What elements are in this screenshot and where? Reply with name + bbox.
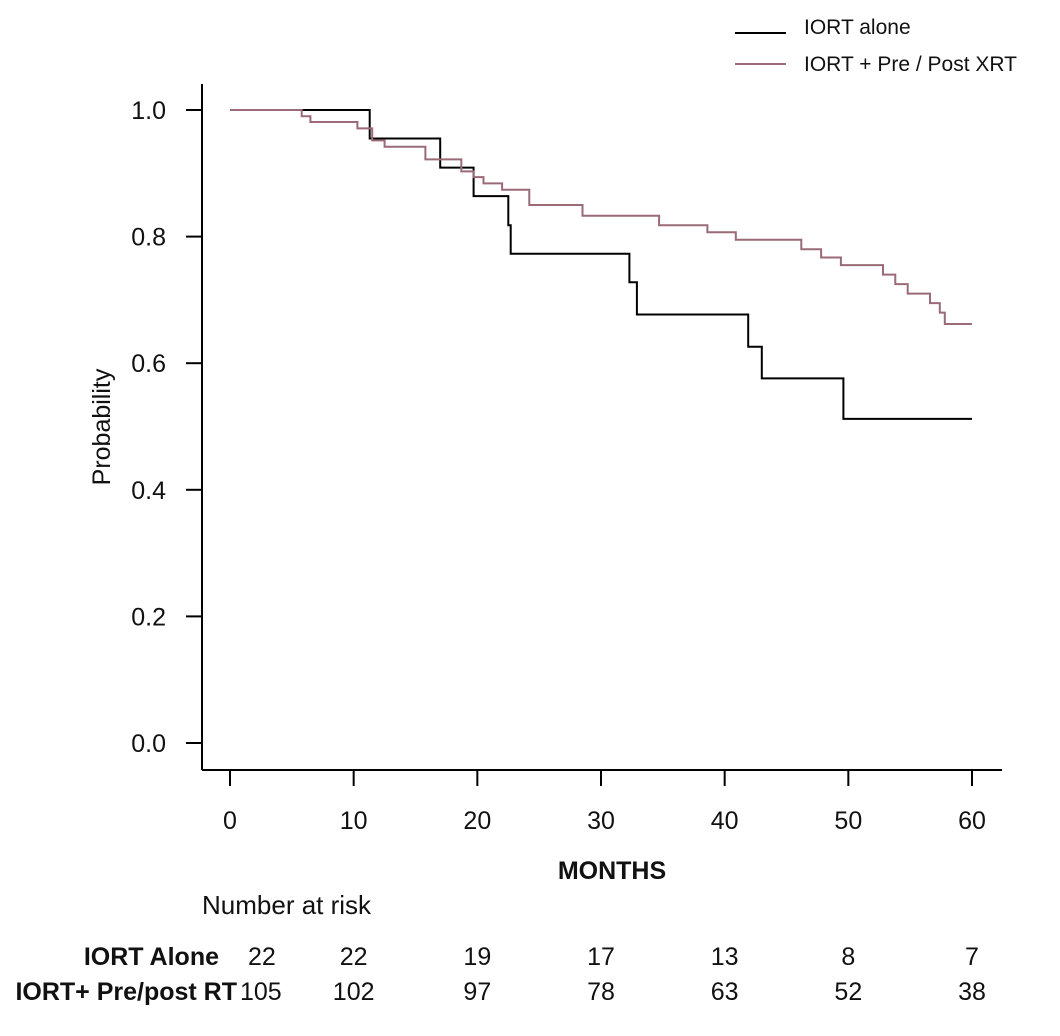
y-tick-label: 0.6 — [131, 350, 166, 378]
risk-value: 7 — [965, 943, 979, 971]
x-tick-label: 10 — [340, 807, 368, 835]
risk-table: Number at risk IORT Alone IORT+ Pre/post… — [15, 890, 985, 1006]
risk-value: 22 — [248, 943, 276, 971]
risk-value: 8 — [841, 943, 855, 971]
series-layer — [230, 109, 972, 420]
risk-value: 13 — [711, 943, 739, 971]
y-tick-label: 1.0 — [131, 97, 166, 125]
risk-value: 102 — [333, 978, 375, 1006]
x-axis-title: MONTHS — [558, 857, 666, 885]
risk-value: 78 — [587, 978, 615, 1006]
risk-row-label-iort-pre-post: IORT+ Pre/post RT — [15, 978, 237, 1006]
x-axis-ticks: 0 10 20 30 40 50 60 — [223, 770, 986, 835]
y-tick-label: 0.0 — [131, 730, 166, 758]
y-tick-label: 0.2 — [131, 603, 166, 631]
x-tick-label: 30 — [587, 807, 615, 835]
risk-value: 52 — [834, 978, 862, 1006]
risk-value: 97 — [463, 978, 491, 1006]
series-line-iort-alone — [230, 109, 972, 420]
legend-label-iort-pre-post: IORT + Pre / Post XRT — [804, 53, 1017, 76]
risk-value: 17 — [587, 943, 615, 971]
y-tick-label: 0.4 — [131, 477, 166, 505]
y-axis-ticks: 0.0 0.2 0.4 0.6 0.8 1.0 — [131, 97, 202, 758]
risk-value: 22 — [340, 943, 368, 971]
y-tick-label: 0.8 — [131, 224, 166, 252]
x-tick-label: 20 — [463, 807, 491, 835]
risk-table-title: Number at risk — [202, 890, 372, 920]
x-tick-label: 50 — [834, 807, 862, 835]
risk-value: 63 — [711, 978, 739, 1006]
risk-row-label-iort-alone: IORT Alone — [84, 943, 219, 971]
x-tick-label: 60 — [958, 807, 986, 835]
y-axis-title: Probability — [88, 368, 116, 485]
x-tick-label: 0 — [223, 807, 237, 835]
risk-value: 19 — [463, 943, 491, 971]
risk-value: 105 — [240, 978, 282, 1006]
series-line-iort-pre-post — [230, 109, 972, 325]
x-tick-label: 40 — [711, 807, 739, 835]
risk-value: 38 — [958, 978, 986, 1006]
legend-label-iort-alone: IORT alone — [804, 16, 911, 39]
risk-values: 22 22 19 17 13 8 7 105 102 97 78 63 52 38 — [240, 943, 986, 1006]
legend: IORT alone IORT + Pre / Post XRT — [735, 16, 1017, 76]
